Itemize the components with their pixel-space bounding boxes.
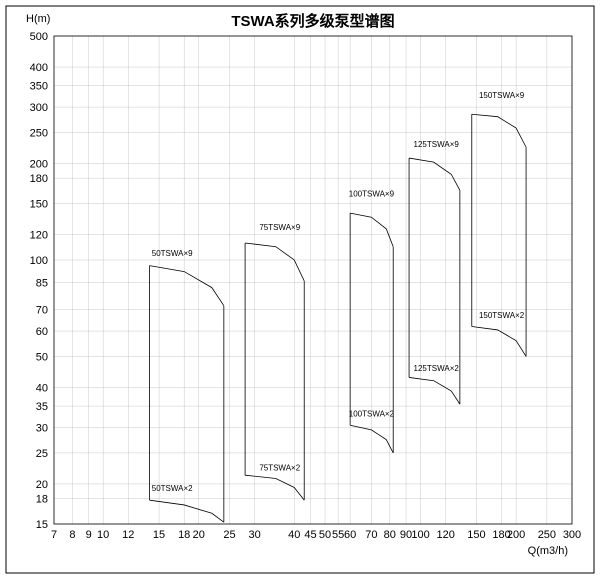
y-tick-label: 120 [30,230,48,242]
y-tick-label: 180 [30,173,48,185]
series-label: 125TSWA×2 [414,364,460,373]
series-label: 50TSWA×2 [152,484,193,493]
x-tick-labels: 789 10 12 15 1820 25 30 40 45505560 70 80 90100 120 1… [51,529,581,541]
y-tick-label: 30 [36,423,48,435]
x-axis-label: Q(m3/h) [528,545,568,557]
x-tick-label: 55 [332,529,344,541]
y-tick-label: 25 [36,448,48,460]
y-tick-label: 40 [36,383,48,395]
region-connectors [150,114,527,522]
y-tick-label: 35 [36,401,48,413]
x-tick-label: 10 [97,529,109,541]
series-label: 75TSWA×9 [259,223,300,232]
y-tick-label: 70 [36,305,48,317]
plot-border [54,36,572,524]
series-label: 150TSWA×9 [479,91,525,100]
series-label: 100TSWA×9 [349,189,395,198]
pump-spectrum-chart: 7891012151820253040455055607080901001201… [0,0,600,579]
x-tick-label: 300 [563,529,581,541]
series-label: 75TSWA×2 [259,464,300,473]
y-tick-label: 150 [30,199,48,211]
curve-150TSWAx9 [472,114,526,147]
curve-125TSWAx9 [409,158,460,190]
y-tick-label: 400 [30,62,48,74]
x-tick-label: 100 [411,529,429,541]
grid [54,36,572,524]
y-tick-label: 60 [36,326,48,338]
curve-50TSWAx9 [150,266,224,306]
y-tick-label: 350 [30,81,48,93]
chart-container: 7891012151820253040455055607080901001201… [0,0,600,579]
y-tick-label: 300 [30,102,48,114]
x-tick-label: 120 [437,529,455,541]
y-tick-label: 18 [36,494,48,506]
x-tick-label: 8 [69,529,75,541]
x-tick-label: 150 [467,529,485,541]
x-tick-label: 50 [319,529,331,541]
y-tick-label: 100 [30,255,48,267]
x-tick-label: 30 [248,529,260,541]
curve-100TSWAx2 [350,425,393,453]
series-label: 150TSWA×2 [479,311,525,320]
y-tick-label: 20 [36,479,48,491]
x-tick-label: 15 [153,529,165,541]
y-axis-label: H(m) [26,13,50,25]
y-tick-label: 50 [36,351,48,363]
y-tick-label: 85 [36,278,48,290]
x-tick-label: 20 [193,529,205,541]
curves: 50TSWA×9 50TSWA×2 75TSWA×9 75TSWA×2 100TSWA×… [150,91,527,522]
curve-75TSWAx2 [245,475,304,500]
series-label: 100TSWA×2 [349,409,395,418]
chart-title: TSWA系列多级泵型谱图 [231,12,394,30]
y-tick-labels: 15 18 20 25 30 35 40 50 60 70 85 100 120 150 180 200 250… [30,31,48,531]
curve-100TSWAx9 [350,213,393,247]
y-tick-label: 500 [30,31,48,43]
x-tick-label: 45 [304,529,316,541]
series-label: 125TSWA×9 [414,140,460,149]
y-tick-label: 200 [30,159,48,171]
curve-50TSWAx2 [150,500,224,522]
x-tick-label: 9 [86,529,92,541]
x-tick-label: 70 [365,529,377,541]
x-tick-label: 18 [178,529,190,541]
x-tick-label: 40 [288,529,300,541]
x-tick-label: 200 [507,529,525,541]
curve-75TSWAx9 [245,243,304,281]
x-tick-label: 12 [122,529,134,541]
y-tick-label: 15 [36,519,48,531]
y-tick-label: 250 [30,127,48,139]
series-label: 50TSWA×9 [152,249,193,258]
x-tick-label: 250 [538,529,556,541]
curve-125TSWAx2 [409,377,460,404]
x-tick-label: 60 [344,529,356,541]
x-tick-label: 25 [223,529,235,541]
x-tick-label: 80 [384,529,396,541]
x-tick-label: 7 [51,529,57,541]
x-tick-label: 90 [400,529,412,541]
